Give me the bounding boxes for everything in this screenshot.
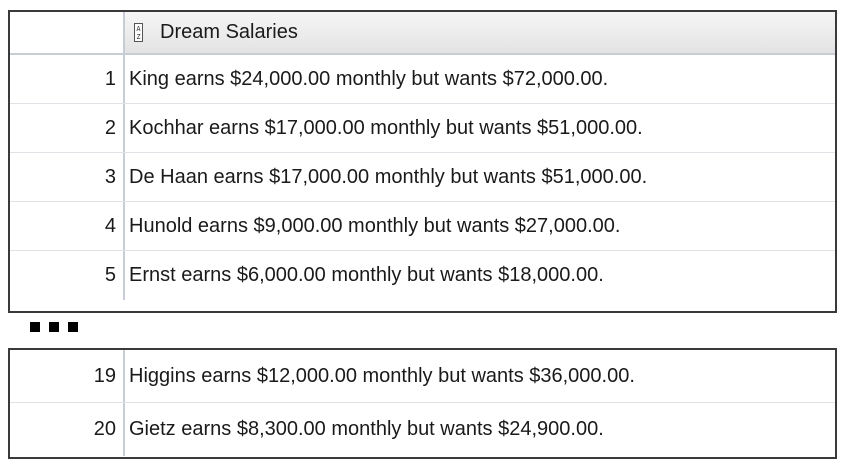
- table-cell[interactable]: Kochhar earns $17,000.00 monthly but wan…: [129, 117, 643, 139]
- ellipsis-dot: [68, 322, 78, 332]
- ellipsis-dot: [30, 322, 40, 332]
- table-cell[interactable]: De Haan earns $17,000.00 monthly but wan…: [129, 166, 648, 188]
- row-number: 4: [10, 202, 125, 250]
- table-cell[interactable]: Gietz earns $8,300.00 monthly but wants …: [129, 418, 604, 440]
- results-grid-top: A Z Dream Salaries 1 King earns $24,000.…: [8, 10, 837, 313]
- table-row[interactable]: 3 De Haan earns $17,000.00 monthly but w…: [10, 153, 835, 202]
- column-header-label: Dream Salaries: [160, 21, 298, 43]
- results-grid-bottom: 19 Higgins earns $12,000.00 monthly but …: [8, 348, 837, 459]
- grid-header-row: A Z Dream Salaries: [10, 12, 835, 55]
- table-cell[interactable]: Ernst earns $6,000.00 monthly but wants …: [129, 264, 604, 286]
- row-number: 2: [10, 104, 125, 152]
- column-header-dream-salaries[interactable]: A Z Dream Salaries: [125, 12, 835, 53]
- table-cell[interactable]: Hunold earns $9,000.00 monthly but wants…: [129, 215, 621, 237]
- table-row[interactable]: 19 Higgins earns $12,000.00 monthly but …: [10, 350, 835, 403]
- row-number: 1: [10, 55, 125, 103]
- omitted-rows-ellipsis: [30, 322, 78, 332]
- row-number: 19: [10, 350, 125, 402]
- table-row[interactable]: 4 Hunold earns $9,000.00 monthly but wan…: [10, 202, 835, 251]
- row-number: 5: [10, 251, 125, 300]
- table-row[interactable]: 5 Ernst earns $6,000.00 monthly but want…: [10, 251, 835, 300]
- table-row[interactable]: 20 Gietz earns $8,300.00 monthly but wan…: [10, 403, 835, 456]
- ellipsis-dot: [49, 322, 59, 332]
- row-number: 3: [10, 153, 125, 201]
- row-number-header: [10, 12, 125, 53]
- table-cell[interactable]: Higgins earns $12,000.00 monthly but wan…: [129, 365, 635, 387]
- sort-az-icon: A Z: [134, 23, 143, 42]
- table-row[interactable]: 2 Kochhar earns $17,000.00 monthly but w…: [10, 104, 835, 153]
- table-cell[interactable]: King earns $24,000.00 monthly but wants …: [129, 68, 609, 90]
- row-number: 20: [10, 403, 125, 456]
- table-row[interactable]: 1 King earns $24,000.00 monthly but want…: [10, 55, 835, 104]
